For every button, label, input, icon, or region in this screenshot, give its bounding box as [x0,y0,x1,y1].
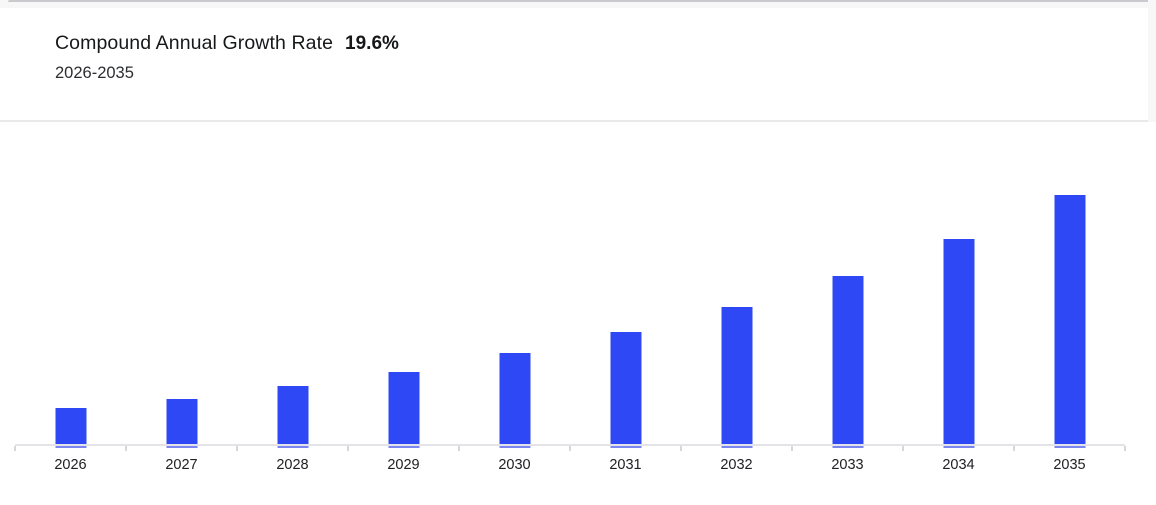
bar-base-2033 [832,444,863,448]
chart-title: Compound Annual Growth Rate [55,32,334,54]
bar-base-2031 [610,444,641,448]
bar-category: 2030 [459,130,570,473]
x-axis-tick [680,445,682,451]
bar-base-2035 [1054,444,1085,448]
bar-category: 2033 [792,130,903,473]
bar-base-2028 [277,444,308,448]
bar-2028[interactable] [277,386,308,444]
x-axis-label: 2030 [498,457,531,473]
x-axis-tick [1124,445,1126,451]
x-axis-label: 2028 [276,457,309,473]
x-axis-line [15,443,1125,446]
cagr-value: 19.6% [345,33,399,54]
bar-2029[interactable] [388,372,419,444]
x-axis-tick [14,445,16,451]
x-axis-label: 2035 [1053,457,1086,473]
bar-2030[interactable] [499,353,530,444]
bar-base-2027 [166,444,197,448]
bar-chart: 2026 2027 2028 2029 2030 2031 2032 2033 2034 2035 [14,130,1126,473]
bar-base-2034 [943,444,974,448]
x-axis-tick [236,445,238,451]
bar-2026[interactable] [55,408,86,444]
x-axis-tick [902,445,904,451]
bar-category: 2026 [15,130,126,473]
bar-2027[interactable] [166,399,197,444]
page-right-strip [1148,0,1156,122]
x-axis-label: 2027 [165,457,198,473]
bar-2031[interactable] [610,332,641,444]
bar-base-2030 [499,444,530,448]
bar-2032[interactable] [721,307,752,444]
bar-category: 2027 [126,130,237,473]
bar-category: 2031 [570,130,681,473]
bar-2033[interactable] [832,276,863,444]
x-axis-label: 2026 [54,457,87,473]
x-axis-label: 2029 [387,457,420,473]
chart-header: Compound Annual Growth Rate 19.6% 2026-2… [55,32,399,83]
x-axis-tick [791,445,793,451]
x-axis-tick [569,445,571,451]
bar-2034[interactable] [943,239,974,444]
bar-2035[interactable] [1054,195,1085,444]
x-axis-label: 2034 [942,457,975,473]
x-axis-label: 2031 [609,457,642,473]
bar-base-2032 [721,444,752,448]
page-top-strip [0,0,1156,8]
x-axis-tick [347,445,349,451]
card-top-border [8,0,1156,2]
bar-category: 2035 [1014,130,1125,473]
x-axis-tick [125,445,127,451]
x-axis-tick [1013,445,1015,451]
bar-base-2026 [55,444,86,448]
bar-base-2029 [388,444,419,448]
x-axis-label: 2033 [831,457,864,473]
bar-category: 2034 [903,130,1014,473]
x-axis-tick [458,445,460,451]
header-divider [0,120,1148,122]
chart-title-row: Compound Annual Growth Rate 19.6% [55,32,399,55]
x-axis-label: 2032 [720,457,753,473]
bar-category: 2032 [681,130,792,473]
chart-subtitle: 2026-2035 [55,64,134,82]
bar-category: 2029 [348,130,459,473]
bar-category: 2028 [237,130,348,473]
